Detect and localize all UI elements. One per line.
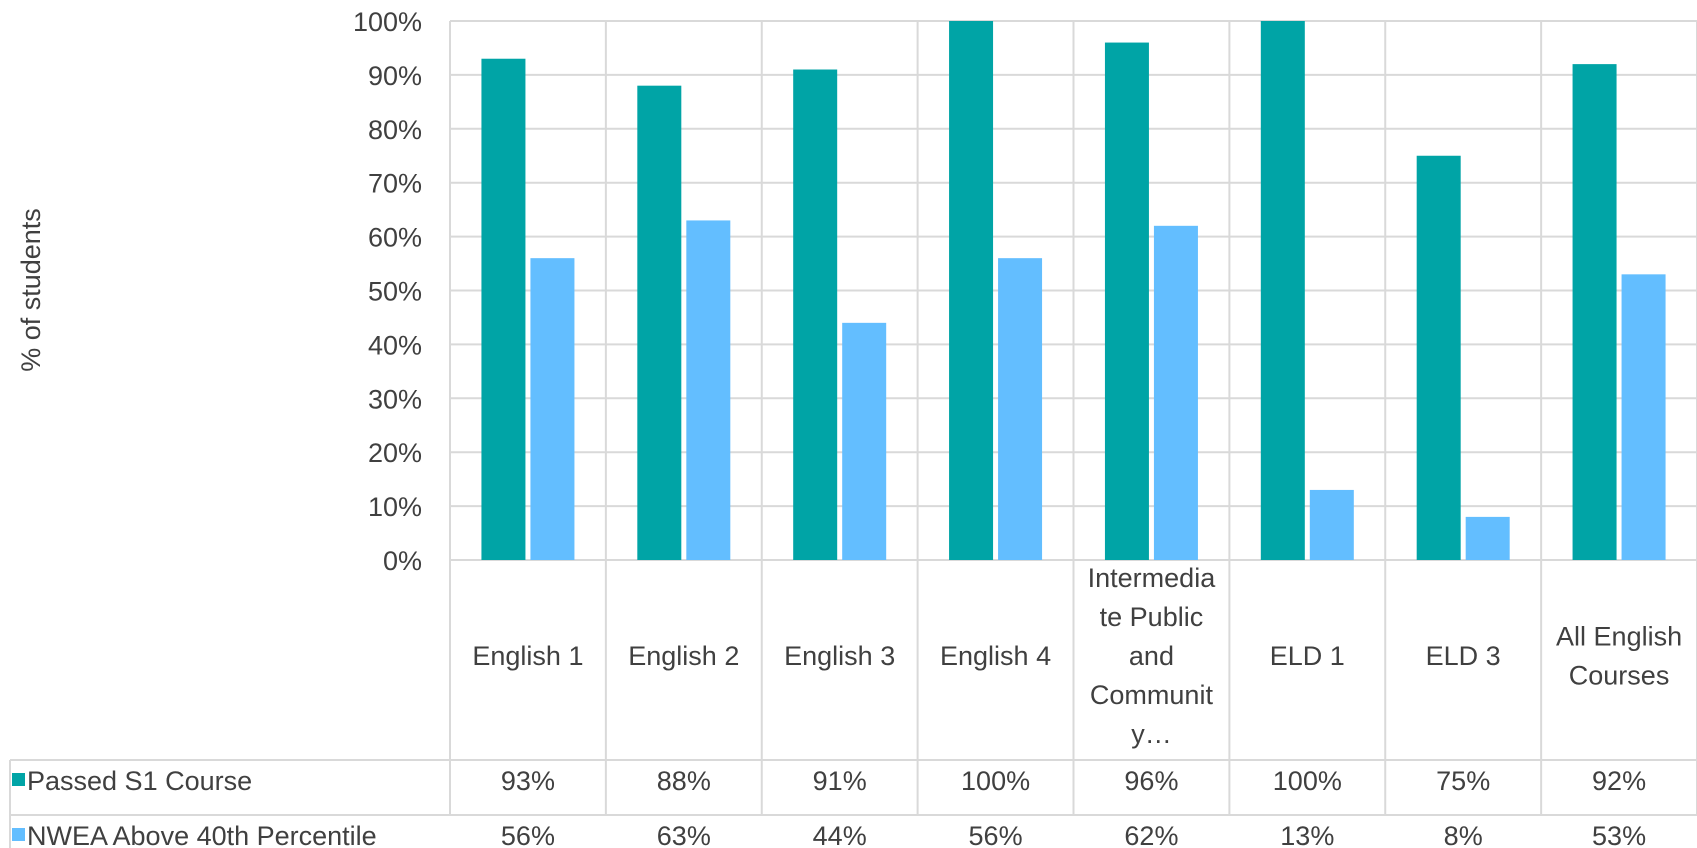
legend-key [12,828,25,841]
bar-passed-s1-course [1416,155,1461,560]
data-label: 44% [813,821,867,848]
bar-passed-s1-course [1260,21,1305,560]
bar-nwea-above-40th-percentile [842,322,887,560]
data-label: 8% [1444,821,1483,848]
data-label: 56% [501,821,555,848]
data-label: 96% [1124,766,1178,796]
y-tick-label: 30% [368,384,422,414]
x-tick-label: English 3 [784,641,895,671]
data-label: 56% [969,821,1023,848]
x-tick-label: All English Courses [1556,622,1682,691]
bar-nwea-above-40th-percentile [686,220,731,560]
bar-passed-s1-course [1572,64,1617,561]
legend-key [12,773,25,786]
bar-nwea-above-40th-percentile [998,258,1043,560]
data-label: 93% [501,766,555,796]
bar-passed-s1-course [1104,42,1149,561]
data-label: 13% [1280,821,1334,848]
bar-nwea-above-40th-percentile [1153,225,1198,560]
bar-passed-s1-course [637,85,682,561]
data-label: 100% [961,766,1030,796]
bar-nwea-above-40th-percentile [1309,489,1354,560]
x-tick-label: English 4 [940,641,1051,671]
x-tick-label: English 2 [628,641,739,671]
legend-label: NWEA Above 40th Percentile [27,821,377,848]
x-tick-label: ELD 1 [1270,641,1345,671]
bar-passed-s1-course [481,58,526,560]
y-tick-label: 20% [368,438,422,468]
bar-nwea-above-40th-percentile [1621,274,1666,560]
data-label: 62% [1124,821,1178,848]
bar-passed-s1-course [793,69,838,560]
y-tick-label: 0% [383,546,422,576]
legend-label: Passed S1 Course [27,766,252,796]
bar-nwea-above-40th-percentile [1465,516,1510,560]
bar-nwea-above-40th-percentile [530,258,575,560]
y-tick-label: 40% [368,330,422,360]
x-tick-label: English 1 [472,641,583,671]
y-tick-label: 10% [368,492,422,522]
y-tick-label: 70% [368,169,422,199]
bar-passed-s1-course [949,21,994,560]
data-label: 63% [657,821,711,848]
y-tick-label: 60% [368,223,422,253]
x-tick-label: ELD 3 [1426,641,1501,671]
data-label: 53% [1592,821,1646,848]
y-tick-label: 50% [368,277,422,307]
y-tick-label: 80% [368,115,422,145]
data-label: 91% [813,766,867,796]
data-label: 88% [657,766,711,796]
data-label: 92% [1592,766,1646,796]
x-tick-label: Intermedia te Public and Communit y… [1088,563,1217,749]
y-tick-label: 90% [368,61,422,91]
data-label: 75% [1436,766,1490,796]
y-axis-label: % of students [16,208,46,372]
data-label: 100% [1273,766,1342,796]
y-tick-label: 100% [353,7,422,37]
